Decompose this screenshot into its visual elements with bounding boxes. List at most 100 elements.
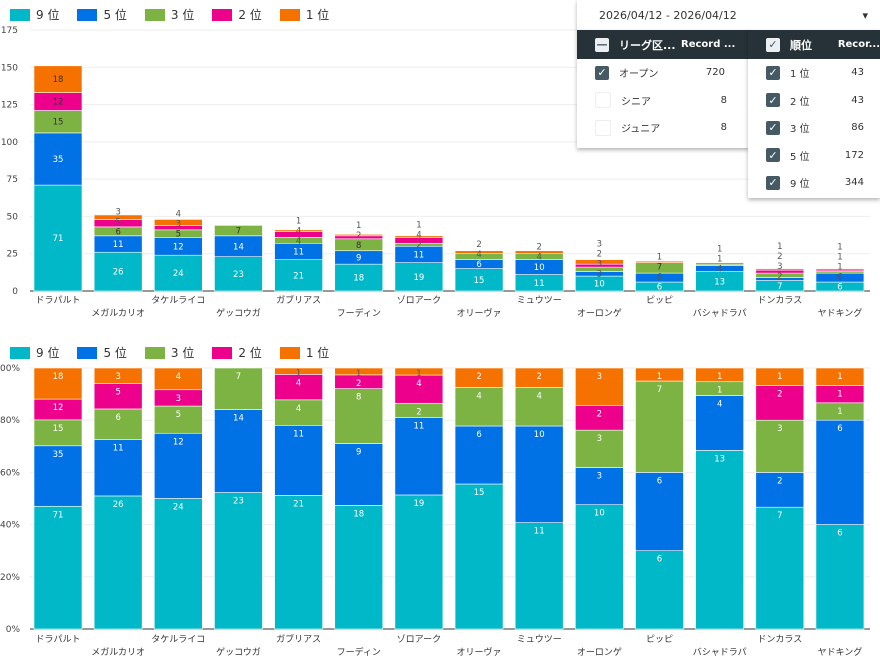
data-label: 4 xyxy=(176,372,181,382)
bar-segment xyxy=(33,419,83,447)
checkbox[interactable]: ✓ xyxy=(766,93,780,108)
filter-label: ジュニア xyxy=(621,124,661,136)
y-tick-label: 100% xyxy=(0,364,20,374)
checkbox[interactable] xyxy=(595,92,611,109)
column-header-record[interactable]: Recor... xyxy=(837,39,880,50)
bar-segment xyxy=(33,505,83,630)
legend-label: 3 位 xyxy=(170,346,195,360)
bar-segment xyxy=(755,419,805,473)
data-label: 2 xyxy=(536,243,541,253)
filter-row[interactable]: ✓ 9 位 344 xyxy=(748,169,880,197)
y-tick-label: 100 xyxy=(1,138,18,148)
filter-count: 720 xyxy=(705,67,725,79)
data-label: 35 xyxy=(53,450,64,460)
data-label: 1 xyxy=(657,253,662,263)
data-label: 4 xyxy=(476,250,481,260)
checkbox[interactable]: ✓ xyxy=(766,65,780,80)
bar-segment xyxy=(635,472,684,551)
filter-row[interactable]: ✓ 3 位 86 xyxy=(748,114,880,142)
legend-label: 2 位 xyxy=(238,8,262,22)
legend-label: 1 位 xyxy=(305,8,330,22)
x-tick-label: タケルライコ xyxy=(151,295,205,306)
data-label: 4 xyxy=(296,378,301,388)
filter-row[interactable]: ✓ 5 位 172 xyxy=(748,142,880,170)
data-label: 1 xyxy=(296,368,301,378)
legend-item[interactable]: 5 位 xyxy=(77,6,127,23)
x-tick-label: メガルカリオ xyxy=(91,647,145,658)
bar-segment xyxy=(214,225,263,237)
column-header-league[interactable]: リーグ区... xyxy=(619,38,676,52)
filter-row[interactable]: ✓ オープン 720 xyxy=(577,59,749,87)
date-range-dropdown[interactable]: 2026/04/12 - 2026/04/12 ▾ xyxy=(577,0,880,30)
data-label: 6 xyxy=(476,260,481,270)
y-tick-label: 40% xyxy=(0,521,20,531)
data-label: 19 xyxy=(413,499,424,509)
bar-segment xyxy=(214,256,263,292)
bar-segment xyxy=(154,432,203,499)
checkbox[interactable]: ✓ xyxy=(766,148,780,163)
data-label: 3 xyxy=(597,260,602,270)
legend-item[interactable]: 3 位 xyxy=(144,6,194,23)
y-tick-label: 0 xyxy=(12,287,18,297)
data-label: 2 xyxy=(356,379,361,389)
bar-segment xyxy=(394,417,444,496)
data-label: 12 xyxy=(173,437,184,447)
data-label: 11 xyxy=(413,421,424,431)
x-tick-label: ゾロアーク xyxy=(397,634,441,645)
select-all-checkbox[interactable]: ✓ xyxy=(766,37,780,52)
x-tick-label: ドンカラス xyxy=(757,295,802,306)
bar-segment xyxy=(214,492,263,630)
bar-segment xyxy=(755,367,805,386)
bar-segment xyxy=(274,495,323,630)
bar-segment xyxy=(575,429,624,468)
filter-row[interactable]: ✓ 1 位 43 xyxy=(748,59,880,87)
select-all-checkbox[interactable]: — xyxy=(595,37,609,52)
data-label: 2 xyxy=(476,240,481,250)
filter-row[interactable]: ✓ 2 位 43 xyxy=(748,87,880,115)
data-label: 8 xyxy=(356,241,361,251)
legend-item[interactable]: 3 位 xyxy=(144,344,195,361)
data-label: 2 xyxy=(597,250,602,260)
column-header-rank[interactable]: 順位 xyxy=(790,38,812,52)
filter-row[interactable]: ジュニア 8 xyxy=(577,114,749,142)
filter-count: 8 xyxy=(720,94,727,106)
y-tick-label: 150 xyxy=(1,63,18,73)
legend-item[interactable]: 1 位 xyxy=(279,344,329,361)
data-label: 4 xyxy=(296,404,301,414)
data-label: 6 xyxy=(837,283,842,293)
legend-item[interactable]: 9 位 xyxy=(10,344,59,361)
bar-segment xyxy=(93,439,143,497)
data-label: 71 xyxy=(53,234,64,244)
dropdown-arrow-icon: ▾ xyxy=(862,8,868,22)
checkbox[interactable] xyxy=(595,119,611,136)
filter-count: 43 xyxy=(851,67,864,79)
bar-segment xyxy=(334,263,384,292)
data-label: 1 xyxy=(296,216,301,226)
bar-segment xyxy=(93,251,143,292)
filter-row[interactable]: シニア 8 xyxy=(577,87,749,115)
x-tick-label: ピッピ xyxy=(646,634,673,645)
data-label: 1 xyxy=(837,389,842,399)
legend-item[interactable]: 2 位 xyxy=(212,344,262,361)
legend-item[interactable]: 1 位 xyxy=(279,6,330,23)
legend-item[interactable]: 2 位 xyxy=(212,6,262,23)
data-label: 18 xyxy=(53,372,64,382)
data-label: 18 xyxy=(353,509,364,519)
data-label: 1 xyxy=(777,372,782,382)
data-label: 1 xyxy=(717,386,722,396)
checkbox[interactable]: ✓ xyxy=(595,65,609,80)
x-tick-label: ガブリアス xyxy=(276,633,321,645)
checkbox[interactable]: ✓ xyxy=(766,120,780,135)
checkbox[interactable]: ✓ xyxy=(766,175,780,190)
y-tick-label: 60% xyxy=(0,468,20,478)
data-label: 26 xyxy=(113,500,124,510)
data-label: 7 xyxy=(657,385,662,395)
x-tick-label: ヤドキング xyxy=(818,646,863,658)
legend-swatch xyxy=(10,346,30,359)
legend-label: 5 位 xyxy=(103,346,127,360)
data-label: 4 xyxy=(296,226,301,236)
column-header-record[interactable]: Record ... xyxy=(681,39,736,50)
legend-item[interactable]: 5 位 xyxy=(77,344,127,361)
legend-item[interactable]: 9 位 xyxy=(10,6,59,23)
bar-segment xyxy=(154,498,203,630)
